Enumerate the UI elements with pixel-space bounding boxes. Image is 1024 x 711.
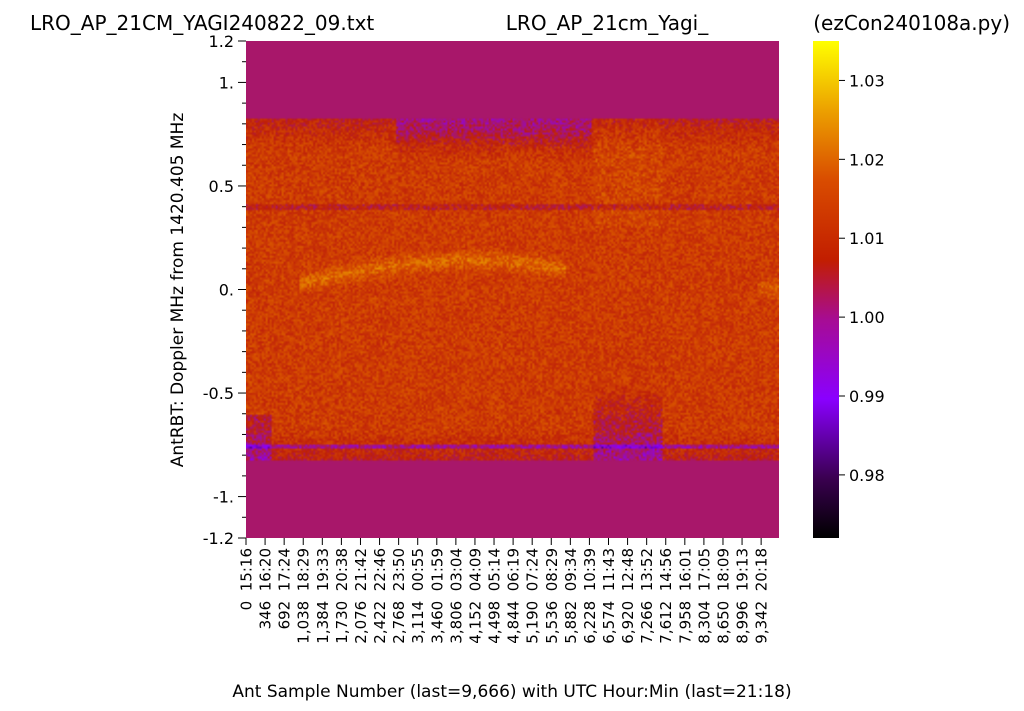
x-tick-label: 5,882 09:34 xyxy=(562,548,580,644)
y-tick-label: 1.2 xyxy=(209,32,234,51)
colorbar-tick-label: 1.00 xyxy=(849,308,885,327)
y-tick-label: 0. xyxy=(219,281,234,300)
x-tick-label: 0 15:16 xyxy=(238,548,256,610)
x-tick-label: 3,114 00:55 xyxy=(409,548,427,644)
x-tick-label: 4,844 06:19 xyxy=(505,548,523,644)
y-tick-label: -1.2 xyxy=(203,529,234,548)
x-tick-label: 8,304 17:05 xyxy=(695,548,713,644)
colorbar-tick-label: 0.98 xyxy=(849,466,885,485)
x-tick-label: 7,958 16:01 xyxy=(676,548,694,644)
x-tick-label: 9,342 20:18 xyxy=(753,548,771,644)
x-tick-label: 6,574 11:43 xyxy=(600,548,618,644)
x-tick-label: 7,612 14:56 xyxy=(657,548,675,644)
y-axis-label: AntRBT: Doppler MHz from 1420.405 MHz xyxy=(168,113,188,468)
chart-title-center: LRO_AP_21cm_Yagi_ xyxy=(506,11,709,35)
x-tick-label: 5,190 07:24 xyxy=(524,548,542,644)
x-tick-label: 346 16:20 xyxy=(257,548,275,629)
colorbar-gradient xyxy=(813,41,839,538)
x-tick-label: 8,650 18:09 xyxy=(714,548,732,644)
heatmap-plot xyxy=(246,41,779,538)
chart-title-left: LRO_AP_21CM_YAGI240822_09.txt xyxy=(30,11,374,35)
x-axis-label: Ant Sample Number (last=9,666) with UTC … xyxy=(232,682,791,702)
x-tick-label: 1,384 19:33 xyxy=(314,548,332,644)
y-tick-label: -0.5 xyxy=(203,384,234,403)
x-tick-label: 2,422 22:46 xyxy=(371,548,389,644)
x-tick-label: 2,768 23:50 xyxy=(390,548,408,644)
colorbar-tick-label: 1.03 xyxy=(849,71,885,90)
y-tick-label: 1. xyxy=(219,73,234,92)
x-axis: 0 15:16 346 16:20 692 17:24 1,038 18:29 1,38… xyxy=(238,538,771,644)
colorbar-ticks: 0.98 0.99 1.00 1.01 1.02 1.03 xyxy=(839,71,885,485)
x-tick-label: 1,730 20:38 xyxy=(333,548,351,644)
x-tick-label: 8,996 19:13 xyxy=(734,548,752,644)
x-tick-label: 3,460 01:59 xyxy=(428,548,446,644)
y-tick-label: 0.5 xyxy=(209,177,234,196)
x-tick-label: 4,498 05:14 xyxy=(486,548,504,644)
chart-title-right: (ezCon240108a.py) xyxy=(813,11,1010,35)
y-axis: 1.2 1. 0.5 0. -0.5 -1. -1.2 xyxy=(203,32,246,548)
x-tick-label: 2,076 21:42 xyxy=(352,548,370,644)
colorbar-tick-label: 0.99 xyxy=(849,387,885,406)
x-tick-label: 3,806 03:04 xyxy=(447,548,465,644)
colorbar-tick-label: 1.02 xyxy=(849,150,885,169)
y-tick-label: -1. xyxy=(213,488,234,507)
heatmap-image xyxy=(246,41,779,538)
x-tick-label: 692 17:24 xyxy=(276,548,294,629)
x-tick-label: 5,536 08:29 xyxy=(543,548,561,644)
colorbar: 0.98 0.99 1.00 1.01 1.02 1.03 xyxy=(813,41,885,538)
x-tick-label: 1,038 18:29 xyxy=(295,548,313,644)
x-tick-label: 6,228 10:39 xyxy=(581,548,599,644)
x-tick-label: 6,920 12:48 xyxy=(619,548,637,644)
x-tick-label: 4,152 04:09 xyxy=(466,548,484,644)
x-tick-label: 7,266 13:52 xyxy=(638,548,656,644)
colorbar-tick-label: 1.01 xyxy=(849,229,885,248)
